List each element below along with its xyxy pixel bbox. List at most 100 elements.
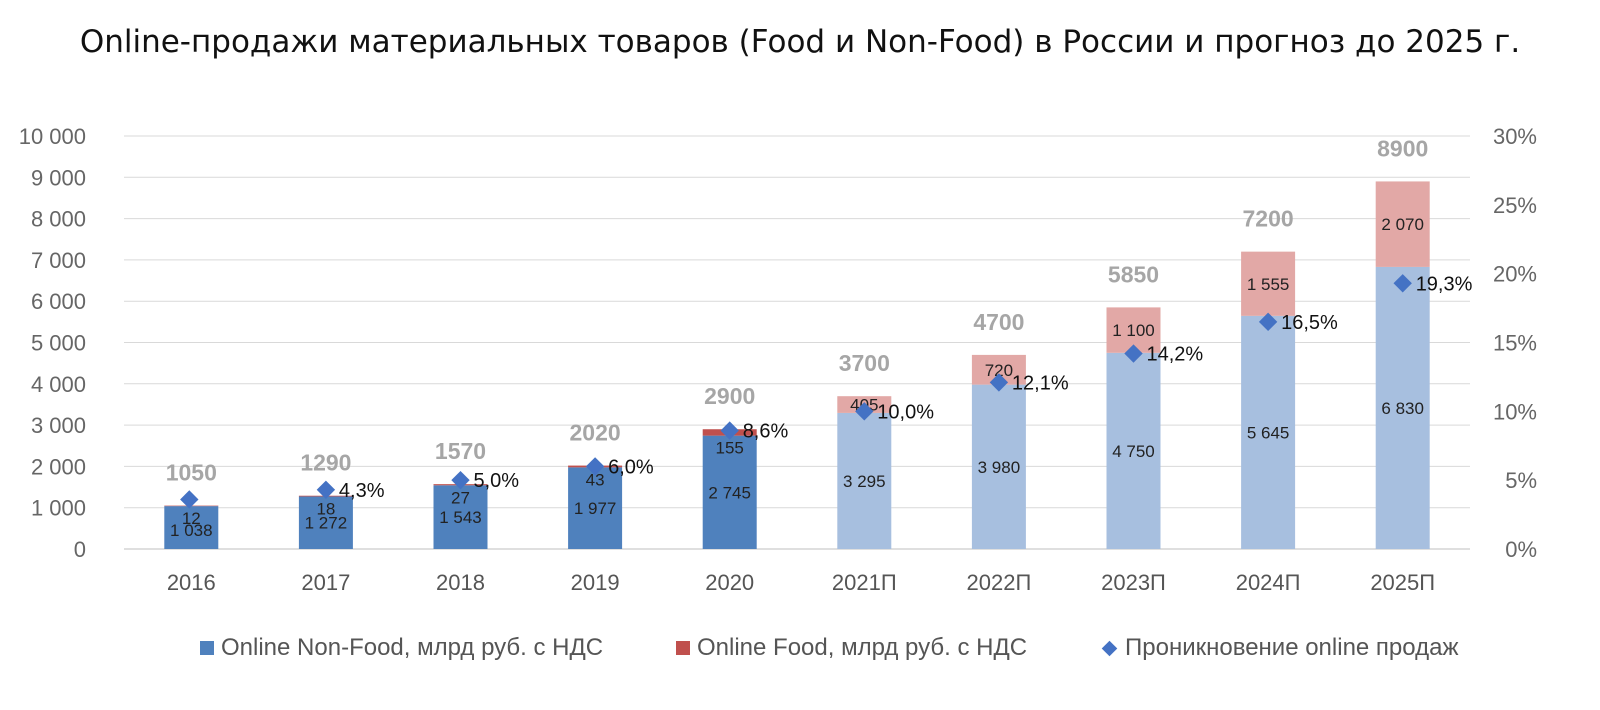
bar-nonfood — [568, 467, 623, 549]
y2-tick-label: 0% — [1505, 537, 1537, 562]
penetration-label: 19,3% — [1416, 273, 1473, 295]
y-tick-label: 4 000 — [31, 372, 86, 397]
penetration-label: 10,0% — [877, 401, 934, 423]
x-tick-label: 2024П — [1236, 570, 1301, 595]
y-tick-label: 1 000 — [31, 496, 86, 521]
data-label-food: 12 — [182, 509, 201, 528]
y-axis-left: 0 1 000 2 000 3 000 4 000 5 000 6 000 7 000 8 00… — [19, 124, 86, 562]
penetration-label: 16,5% — [1281, 312, 1338, 334]
data-label-food: 27 — [451, 488, 470, 507]
x-tick-label: 2019 — [571, 570, 620, 595]
penetration-label: 12,1% — [1012, 372, 1069, 394]
bar-food — [1241, 251, 1296, 316]
chart-title: Online-продажи материальных товаров (Foo… — [79, 24, 1521, 60]
y-axis-right: 0% 5% 10% 15% 20% 25% 30% — [1493, 124, 1537, 562]
data-label-nonfood: 3 980 — [978, 458, 1021, 477]
penetration-point — [989, 373, 1009, 392]
y-tick-label: 10 000 — [19, 124, 86, 149]
penetration-points: 4,3% 5,0% 6,0% 8,6% 10,0% 12,1% 14,2% 16,5% 19,3… — [180, 273, 1473, 509]
bar-nonfood — [1241, 315, 1296, 549]
total-label: 1290 — [300, 450, 351, 476]
bar-nonfood — [971, 384, 1026, 549]
y2-tick-label: 10% — [1493, 399, 1537, 424]
x-tick-label: 2025П — [1370, 570, 1435, 595]
total-label: 2900 — [704, 383, 755, 409]
chart: 0 1 000 2 000 3 000 4 000 5 000 6 000 7 000 8 00… — [19, 124, 1537, 595]
legend: Online Non-Food, млрд руб. с НДС Online … — [0, 634, 1600, 664]
penetration-point — [1258, 312, 1278, 332]
total-label: 2020 — [570, 420, 621, 446]
legend-item-nonfood: Online Non-Food, млрд руб. с НДС — [200, 634, 603, 662]
data-label-nonfood: 1 977 — [574, 499, 617, 518]
legend-item-food: Online Food, млрд руб. с НДС — [676, 634, 1027, 662]
y-tick-label: 5 000 — [31, 331, 86, 356]
y-tick-label: 8 000 — [31, 207, 86, 232]
data-label-nonfood: 2 745 — [708, 483, 751, 502]
penetration-label: 5,0% — [474, 470, 520, 492]
penetration-point — [451, 470, 470, 490]
y-tick-label: 0 — [74, 537, 86, 562]
bar-nonfood — [1375, 266, 1430, 549]
penetration-point — [180, 490, 199, 509]
legend-label-penetration: Проникновение online продаж — [1125, 634, 1459, 661]
data-label-food: 1 100 — [1112, 321, 1155, 340]
total-label: 5850 — [1108, 261, 1159, 287]
penetration-point — [855, 402, 874, 421]
penetration-label: 8,6% — [743, 421, 789, 443]
y-tick-label: 7 000 — [31, 248, 86, 273]
y-tick-label: 3 000 — [31, 413, 86, 438]
penetration-point — [316, 480, 336, 499]
total-label: 7200 — [1243, 206, 1294, 232]
x-tick-label: 2023П — [1101, 570, 1166, 595]
data-label-food: 18 — [316, 499, 335, 518]
bar-nonfood — [1106, 352, 1161, 549]
data-label-food: 720 — [985, 361, 1013, 380]
penetration-label: 14,2% — [1147, 344, 1204, 366]
data-label-food: 43 — [586, 470, 605, 489]
legend-label-food: Online Food, млрд руб. с НДС — [697, 634, 1028, 661]
y-tick-label: 2 000 — [31, 454, 86, 479]
y2-tick-label: 15% — [1493, 331, 1537, 356]
total-label: 3700 — [839, 350, 890, 376]
data-label-nonfood: 1 543 — [439, 508, 482, 527]
data-label-nonfood: 5 645 — [1247, 423, 1290, 442]
penetration-label: 6,0% — [608, 456, 654, 478]
y2-tick-label: 25% — [1493, 193, 1537, 218]
data-label-nonfood: 1 038 — [170, 521, 213, 540]
x-tick-label: 2017 — [301, 570, 350, 595]
total-label: 4700 — [973, 309, 1024, 335]
bar-nonfood — [164, 506, 219, 549]
total-label: 8900 — [1377, 135, 1428, 161]
legend-swatch-food — [676, 641, 690, 655]
x-tick-label: 2018 — [436, 570, 485, 595]
bar-nonfood — [702, 435, 757, 549]
x-tick-label: 2022П — [967, 570, 1032, 595]
x-tick-label: 2021П — [832, 570, 897, 595]
data-label-nonfood: 4 750 — [1112, 442, 1155, 461]
x-tick-label: 2016 — [167, 570, 216, 595]
y2-tick-label: 20% — [1493, 262, 1537, 287]
legend-item-penetration: Проникновение online продаж — [1100, 634, 1459, 662]
legend-label-nonfood: Online Non-Food, млрд руб. с НДС — [221, 634, 604, 661]
bar-nonfood — [298, 496, 353, 549]
y2-tick-label: 30% — [1493, 124, 1537, 149]
bar-nonfood — [837, 412, 892, 549]
penetration-point — [1393, 274, 1412, 293]
total-label: 1050 — [166, 460, 217, 486]
data-label-nonfood: 6 830 — [1381, 399, 1424, 418]
legend-swatch-nonfood — [200, 641, 214, 655]
bar-food — [1375, 181, 1430, 267]
data-label-food: 2 070 — [1381, 215, 1424, 234]
y-tick-label: 6 000 — [31, 289, 86, 314]
data-label-food: 1 555 — [1247, 275, 1290, 294]
bar-nonfood — [433, 485, 488, 549]
y-tick-label: 9 000 — [31, 165, 86, 190]
penetration-point — [720, 421, 739, 440]
total-label: 1570 — [435, 438, 486, 464]
x-axis: 2016 2017 2018 2019 2020 2021П 2022П 2023П 2024П… — [167, 570, 1435, 595]
penetration-point — [1124, 344, 1143, 363]
data-label-nonfood: 3 295 — [843, 472, 886, 491]
data-label-nonfood: 1 272 — [305, 514, 348, 533]
data-label-food: 155 — [716, 439, 744, 458]
